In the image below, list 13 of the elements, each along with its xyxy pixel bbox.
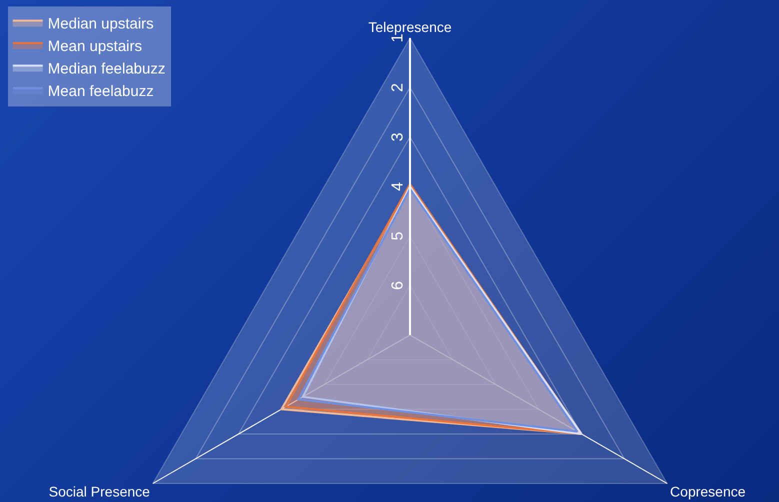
legend-label: Median feelabuzz xyxy=(48,60,166,78)
legend-label: Mean feelabuzz xyxy=(48,83,154,100)
spoke-label: Copresence xyxy=(670,483,746,500)
spoke-label: Social Presence xyxy=(48,483,150,500)
y-tick-label: 5 xyxy=(390,231,407,240)
legend-label: Median upstairs xyxy=(48,16,154,32)
y-tick-label: 6 xyxy=(390,280,407,290)
y-tick-label: 1 xyxy=(390,33,407,42)
legend-label: Mean upstairs xyxy=(48,38,142,55)
y-tick-label: 4 xyxy=(390,182,407,191)
y-tick-label: 2 xyxy=(390,82,407,92)
spoke-label: Telepresence xyxy=(368,18,452,35)
y-tick-label: 3 xyxy=(390,132,407,142)
